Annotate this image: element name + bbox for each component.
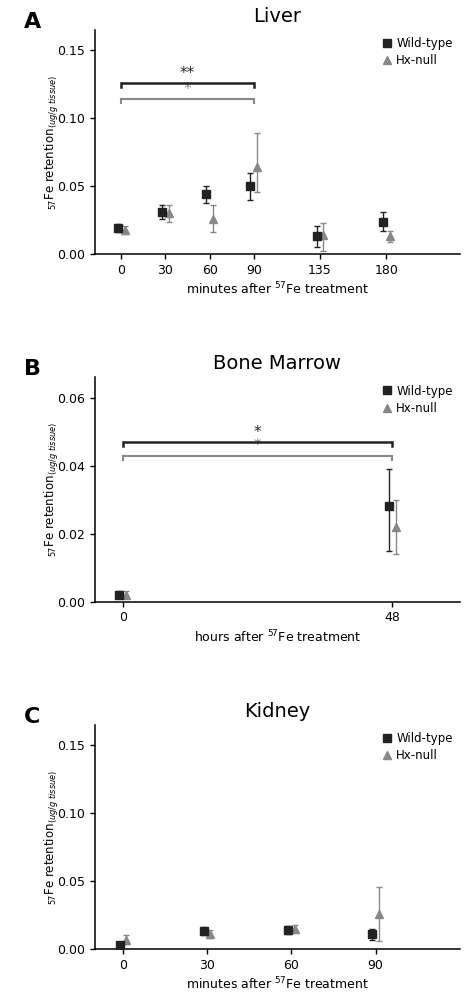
Title: Liver: Liver [253, 7, 301, 26]
Legend: Wild-type, Hx-null: Wild-type, Hx-null [377, 727, 457, 767]
Legend: Wild-type, Hx-null: Wild-type, Hx-null [377, 380, 457, 420]
Text: C: C [24, 707, 40, 727]
Y-axis label: $_{57}$Fe retention$_{(ug/g\ tissue)}$: $_{57}$Fe retention$_{(ug/g\ tissue)}$ [43, 422, 61, 557]
X-axis label: minutes after $^{57}$Fe treatment: minutes after $^{57}$Fe treatment [186, 281, 369, 298]
Y-axis label: $_{57}$Fe retention$_{(ug/g\ tissue)}$: $_{57}$Fe retention$_{(ug/g\ tissue)}$ [43, 75, 61, 210]
Text: **: ** [180, 66, 195, 81]
Title: Bone Marrow: Bone Marrow [213, 354, 341, 373]
Text: *: * [254, 425, 262, 440]
Text: B: B [24, 360, 41, 380]
Text: A: A [24, 12, 41, 32]
Y-axis label: $_{57}$Fe retention$_{(ug/g\ tissue)}$: $_{57}$Fe retention$_{(ug/g\ tissue)}$ [43, 769, 61, 904]
X-axis label: minutes after $^{57}$Fe treatment: minutes after $^{57}$Fe treatment [186, 976, 369, 993]
Text: *: * [184, 82, 191, 97]
Title: Kidney: Kidney [244, 701, 310, 720]
Text: *: * [254, 439, 262, 454]
Legend: Wild-type, Hx-null: Wild-type, Hx-null [377, 32, 457, 72]
X-axis label: hours after $^{57}$Fe treatment: hours after $^{57}$Fe treatment [193, 628, 361, 645]
